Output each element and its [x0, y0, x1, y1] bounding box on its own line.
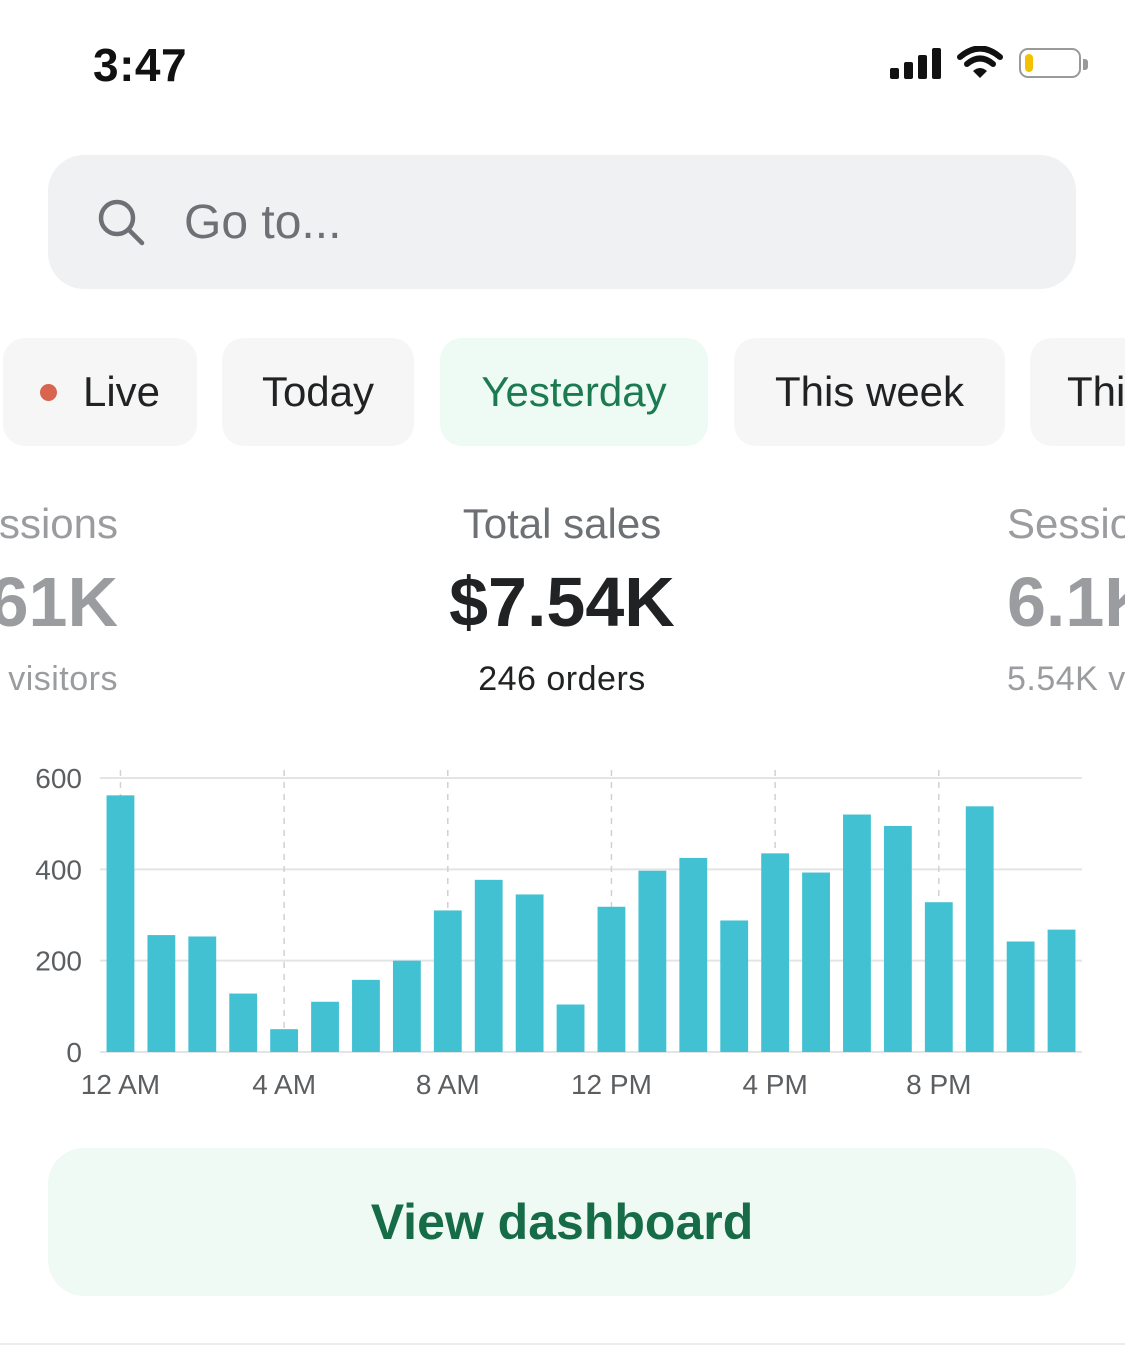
chart-bar	[597, 906, 626, 1052]
chart-bar	[147, 935, 176, 1052]
search-icon	[98, 199, 145, 246]
metric-sub: visitors	[8, 660, 118, 698]
y-tick-label: 0	[66, 1037, 82, 1068]
cellular-signal-icon	[890, 47, 941, 79]
chart-bar	[638, 870, 667, 1052]
wifi-icon	[957, 46, 1003, 78]
chart-bar	[311, 1001, 339, 1052]
chart-bar	[515, 894, 544, 1052]
tab-label: Thi	[1067, 368, 1125, 415]
metric-value: 61K	[0, 563, 118, 641]
view-dashboard-button[interactable]: View dashboard	[48, 1148, 1076, 1296]
chart-bar	[229, 993, 258, 1052]
period-tabs: Live Today Yesterday This week Thi	[0, 338, 1125, 446]
tab-label: This week	[774, 368, 965, 415]
x-tick-label: 4 AM	[252, 1069, 316, 1100]
chart-bar	[720, 920, 749, 1052]
tab-today[interactable]: Today	[222, 338, 414, 446]
y-tick-label: 400	[35, 854, 82, 885]
tab-this-week[interactable]: This week	[734, 338, 1005, 446]
chart-bar	[474, 879, 503, 1052]
sales-bar-chart: 0 200 400 600 12 AM 4 AM 8 AM 12 PM 4 PM 8 PM	[35, 763, 1082, 1100]
live-dot-icon	[39, 383, 57, 401]
y-tick-label: 200	[35, 946, 82, 977]
metric-sessions-prev[interactable]: ssions 61K visitors	[0, 500, 118, 699]
chart-bar	[1006, 941, 1035, 1052]
search-bar[interactable]	[48, 155, 1076, 289]
status-time: 3:47	[93, 39, 188, 91]
chart-bar	[433, 910, 462, 1052]
battery-icon	[1019, 48, 1088, 78]
x-tick-label: 4 PM	[742, 1069, 807, 1100]
tab-label: Live	[82, 368, 161, 415]
divider	[0, 1343, 1125, 1345]
x-tick-label: 8 AM	[416, 1069, 480, 1100]
metric-label: Total sales	[462, 500, 662, 547]
tab-yesterday[interactable]: Yesterday	[440, 338, 708, 446]
chart-bar	[352, 979, 380, 1052]
chart-bar	[270, 1029, 299, 1052]
x-tick-label: 8 PM	[906, 1069, 971, 1100]
metric-sessions-next[interactable]: Sessio 6.1K 5.54K v	[1007, 500, 1125, 699]
tab-live[interactable]: Live	[3, 338, 197, 446]
metric-value: $7.54K	[449, 563, 675, 641]
metric-label: Sessio	[1007, 500, 1125, 547]
chart-bar	[1047, 929, 1076, 1052]
metric-sub: 5.54K v	[1007, 660, 1125, 698]
chart-bar	[761, 853, 790, 1052]
metric-sub: 246 orders	[478, 660, 646, 698]
chart-bar	[883, 825, 912, 1052]
chart-bar	[843, 814, 871, 1052]
chart-bar	[392, 960, 421, 1052]
x-tick-label: 12 AM	[81, 1069, 160, 1100]
chart-bar	[106, 795, 135, 1052]
tab-label: Today	[261, 368, 375, 415]
metric-total-sales[interactable]: Total sales $7.54K 246 orders	[362, 500, 762, 699]
chart-bar	[965, 806, 994, 1052]
status-icons	[890, 46, 1088, 80]
chart-bar	[924, 902, 953, 1052]
chart-bar	[188, 936, 217, 1052]
tab-this-month[interactable]: Thi	[1030, 338, 1125, 446]
search-input[interactable]	[182, 193, 986, 251]
tab-label: Yesterday	[481, 368, 667, 415]
y-tick-label: 600	[35, 763, 82, 794]
x-tick-label: 12 PM	[571, 1069, 652, 1100]
metric-label: ssions	[0, 500, 118, 547]
metric-value: 6.1K	[1007, 563, 1125, 641]
chart-bar	[556, 1004, 585, 1052]
chart-bar	[679, 857, 708, 1052]
chart-bar	[802, 872, 830, 1052]
